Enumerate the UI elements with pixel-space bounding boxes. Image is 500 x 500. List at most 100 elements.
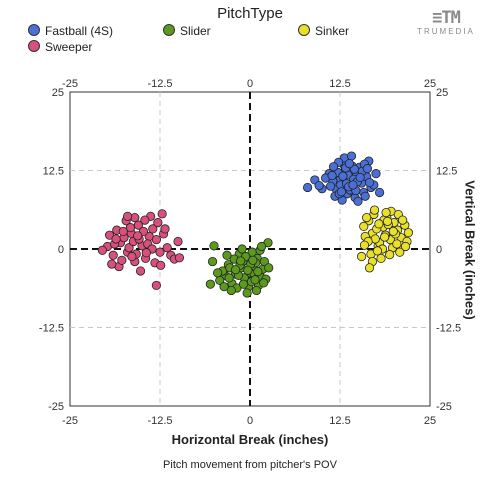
- legend-item-fastball: Fastball (4S): [28, 24, 113, 38]
- point-fastball-4s: [328, 162, 339, 172]
- point-fastball-4s: [371, 169, 381, 179]
- point-sweeper: [160, 224, 170, 234]
- x-tick-label-bottom: 0: [247, 415, 253, 427]
- legend-label: Sweeper: [45, 40, 93, 54]
- x-tick-label-top: 25: [424, 78, 436, 90]
- legend-swatch-sweeper: [28, 40, 40, 52]
- point-sinker: [372, 246, 383, 256]
- point-sweeper: [140, 215, 150, 225]
- point-sweeper: [148, 224, 158, 234]
- point-sweeper: [123, 211, 133, 221]
- point-sinker: [403, 228, 413, 238]
- y-tick-label-right: 0: [436, 244, 442, 256]
- legend-label: Fastball (4S): [45, 24, 114, 38]
- logo-text: TRUMEDIA: [417, 27, 475, 36]
- x-tick-label-bottom: 12.5: [329, 415, 350, 427]
- point-slider: [209, 241, 219, 251]
- point-sweeper: [151, 280, 161, 291]
- point-sweeper: [124, 243, 134, 253]
- legend-swatch-fastball: [28, 24, 40, 36]
- point-fastball-4s: [362, 164, 372, 174]
- point-slider: [237, 244, 247, 254]
- point-sinker: [356, 251, 367, 262]
- point-slider: [259, 278, 269, 288]
- point-sweeper: [125, 223, 136, 233]
- y-tick-label-left: -25: [48, 401, 64, 413]
- point-sinker: [380, 232, 390, 242]
- x-tick-label-bottom: -12.5: [147, 415, 172, 427]
- point-sweeper: [162, 243, 172, 253]
- point-slider: [251, 285, 262, 296]
- point-slider: [231, 265, 241, 275]
- point-sweeper: [135, 266, 146, 276]
- point-slider: [222, 250, 232, 260]
- y-tick-label-left: 25: [52, 87, 64, 99]
- x-tick-label-top: -25: [62, 78, 78, 90]
- point-sweeper: [155, 247, 165, 257]
- point-slider: [219, 282, 229, 292]
- point-fastball-4s: [353, 196, 363, 206]
- point-sweeper: [97, 245, 108, 255]
- legend-item-sweeper: Sweeper: [28, 40, 92, 54]
- point-fastball-4s: [314, 180, 324, 191]
- point-sweeper: [173, 236, 183, 247]
- x-tick-label-bottom: -25: [62, 415, 78, 427]
- point-sweeper: [117, 255, 127, 265]
- chart-caption: Pitch movement from pitcher's POV: [163, 459, 337, 471]
- point-fastball-4s: [326, 181, 336, 191]
- trumedia-logo: ≡TM TRUMEDIA: [412, 10, 480, 37]
- point-sinker: [364, 263, 375, 273]
- point-fastball-4s: [374, 187, 385, 198]
- point-fastball-4s: [344, 158, 354, 169]
- point-slider: [207, 256, 218, 267]
- y-tick-label-left: -12.5: [39, 323, 64, 335]
- point-sinker: [376, 253, 386, 264]
- point-sweeper: [156, 260, 166, 270]
- point-slider: [264, 263, 274, 273]
- point-fastball-4s: [360, 191, 370, 201]
- x-axis-label: Horizontal Break (inches): [171, 432, 329, 447]
- legend-title: PitchType: [217, 5, 283, 22]
- y-tick-label-left: 12.5: [43, 166, 64, 178]
- point-sweeper: [133, 231, 143, 241]
- x-tick-label-bottom: 25: [424, 415, 436, 427]
- point-sinker: [381, 207, 391, 218]
- legend-swatch-slider: [163, 24, 175, 36]
- point-sweeper: [118, 226, 128, 237]
- point-slider: [205, 279, 215, 289]
- point-fastball-4s: [364, 177, 375, 188]
- point-slider: [226, 285, 236, 296]
- x-tick-label-top: 12.5: [329, 78, 350, 90]
- legend-item-slider: Slider: [163, 24, 211, 38]
- legend-swatch-sinker: [298, 24, 310, 36]
- point-sinker: [400, 241, 411, 252]
- point-fastball-4s: [346, 151, 357, 161]
- logo-mark: ≡TM: [432, 8, 461, 28]
- x-tick-label-top: 0: [247, 78, 253, 90]
- point-sinker: [392, 239, 402, 249]
- point-slider: [236, 256, 246, 266]
- point-slider: [253, 267, 263, 277]
- point-sinker: [382, 216, 393, 226]
- point-fastball-4s: [336, 187, 347, 197]
- point-fastball-4s: [355, 172, 365, 183]
- point-sweeper: [127, 251, 137, 262]
- y-axis-label: Vertical Break (inches): [462, 180, 478, 320]
- y-tick-label-right: -12.5: [436, 323, 461, 335]
- point-sinker: [395, 247, 405, 257]
- point-sweeper: [108, 250, 118, 260]
- point-sinker: [374, 219, 384, 229]
- y-tick-label-right: -25: [436, 401, 452, 413]
- point-slider: [243, 265, 253, 275]
- point-sinker: [398, 215, 408, 225]
- point-sinker: [359, 221, 369, 231]
- point-sweeper: [107, 259, 117, 269]
- point-slider: [213, 268, 223, 278]
- point-fastball-4s: [302, 182, 313, 193]
- x-tick-label-top: -12.5: [147, 78, 172, 90]
- point-sinker: [388, 226, 398, 237]
- point-slider: [242, 288, 252, 298]
- point-slider: [248, 255, 258, 265]
- point-sweeper: [151, 234, 161, 245]
